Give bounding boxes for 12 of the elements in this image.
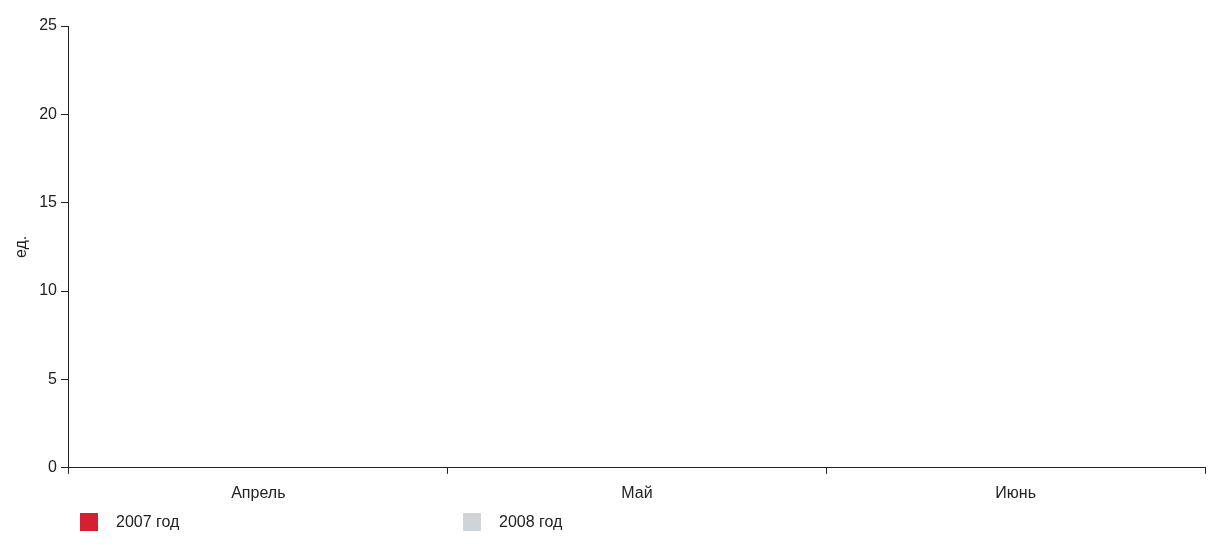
y-tick-label: 10 (39, 281, 58, 299)
legend-label: 2007 год (116, 513, 180, 531)
y-tick-label: 5 (48, 369, 58, 387)
x-tick-label: Апрель (231, 483, 286, 501)
y-tick-label: 0 (48, 458, 58, 476)
y-tick-label: 20 (39, 104, 58, 122)
legend-label: 2008 год (499, 513, 563, 531)
y-tick-label: 25 (39, 16, 58, 34)
y-tick-label: 15 (39, 193, 58, 211)
x-tick-label: Май (621, 483, 653, 501)
y-axis-title: ед. (12, 235, 30, 259)
x-tick-label: Июнь (995, 483, 1036, 501)
